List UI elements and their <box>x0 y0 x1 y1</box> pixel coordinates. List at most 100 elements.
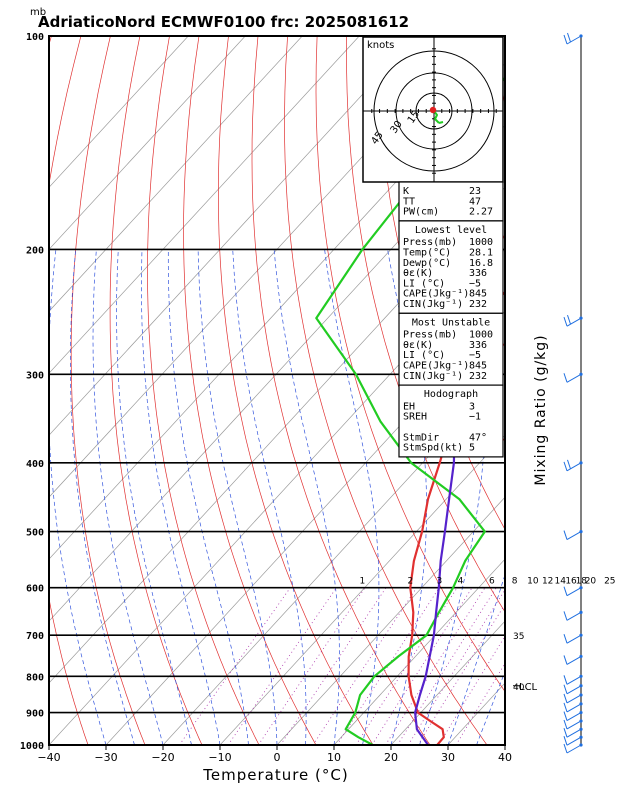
index-label: Press(mb) <box>403 330 457 341</box>
moist-adiabat <box>232 249 307 745</box>
pressure-tick-label: 600 <box>26 584 44 595</box>
indices-section-title: Hodograph <box>424 389 478 400</box>
pressure-tick-label: 100 <box>26 32 44 43</box>
wind-barb-flag <box>563 611 568 621</box>
isotherm <box>49 36 360 374</box>
index-label: CAPE(Jkg⁻¹) <box>403 289 469 300</box>
wind-barb-flag <box>563 373 568 383</box>
mixing-ratio-label: 3 <box>437 577 443 587</box>
mixing-ratio-label: 1 <box>360 577 366 587</box>
dry-adiabat <box>147 36 260 745</box>
wind-barb-staff <box>566 728 582 738</box>
index-value: −5 <box>469 350 481 361</box>
wind-barb-flag <box>563 728 568 738</box>
wind-barb-flag <box>563 684 568 694</box>
index-label: CIN(Jkg⁻¹) <box>403 371 463 382</box>
wind-barb-flag <box>563 34 568 45</box>
wind-barb-flag <box>563 586 568 596</box>
wind-barb-staff <box>566 587 582 597</box>
wind-barb-flag <box>563 711 568 721</box>
dry-adiabat <box>70 36 146 745</box>
index-label: θε(K) <box>403 268 433 279</box>
moist-adiabat <box>197 249 278 745</box>
index-value: 1000 <box>469 237 493 248</box>
index-value: 47° <box>469 432 487 443</box>
wind-barb-flag <box>567 314 571 325</box>
x-tick-label: 40 <box>498 751 512 764</box>
pressure-tick-label: 500 <box>26 528 44 539</box>
mixing-ratio-label: 8 <box>512 577 518 587</box>
pressure-tick-label: 300 <box>26 370 44 381</box>
adiabat-label: 35 <box>513 632 524 642</box>
mixing-ratio-line <box>438 635 505 745</box>
wind-barb-flag <box>563 693 568 704</box>
storm-motion-marker <box>429 106 437 114</box>
index-label: StmDir <box>403 432 439 443</box>
moist-adiabat <box>324 249 380 745</box>
mixing-ratio-label: 14 <box>554 577 566 587</box>
dry-adiabat <box>284 36 488 745</box>
isotherm <box>49 36 246 250</box>
dry-adiabat <box>183 36 317 745</box>
x-tick-label: 0 <box>274 751 281 764</box>
wind-barb-flag <box>563 316 568 327</box>
index-label: PW(cm) <box>403 207 439 218</box>
index-label: LI (°C) <box>403 278 445 289</box>
mixing-ratio-line <box>312 587 418 745</box>
index-value: 845 <box>469 361 487 372</box>
index-label: LI (°C) <box>403 350 445 361</box>
index-label: CAPE(Jkg⁻¹) <box>403 361 469 372</box>
x-tick-label: −10 <box>208 751 231 764</box>
wind-barb-flag <box>563 743 568 754</box>
index-value: −1 <box>469 412 481 423</box>
isotherm <box>219 434 505 745</box>
x-tick-label: −30 <box>94 751 117 764</box>
indices-box <box>398 220 504 314</box>
mixing-ratio-label: 4 <box>458 577 464 587</box>
wind-barb-staff <box>566 675 582 685</box>
lcl-label: LCL <box>519 682 538 693</box>
isotherm <box>333 558 505 745</box>
index-label: StmSpd(kt) <box>403 443 463 454</box>
index-label: Temp(°C) <box>403 248 451 259</box>
pressure-tick-label: 400 <box>26 459 44 470</box>
thermo-grid <box>49 36 618 745</box>
mixing-ratio-label: 6 <box>489 577 495 587</box>
wind-barb-staff <box>566 712 582 721</box>
isotherm <box>562 36 618 745</box>
hodograph-trace <box>438 121 444 124</box>
moist-adiabat <box>504 744 505 745</box>
index-label: EH <box>403 401 415 412</box>
index-label: TT <box>403 196 415 207</box>
indices-box <box>398 384 504 458</box>
adiabat-label: 40 <box>513 683 525 693</box>
index-value: −5 <box>469 278 481 289</box>
index-value: 336 <box>469 340 487 351</box>
wind-barb-flag <box>563 530 568 540</box>
wind-barb-staff <box>566 694 582 704</box>
x-tick-label: −40 <box>37 751 60 764</box>
moist-adiabat <box>49 249 107 745</box>
wind-barb-staff <box>566 744 582 754</box>
wind-barb-staff <box>566 317 582 327</box>
x-tick-label: 10 <box>327 751 341 764</box>
dry-adiabat <box>251 36 431 745</box>
mixing-ratio-line <box>227 587 337 745</box>
x-axis-label: Temperature (°C) <box>202 766 348 784</box>
dewpoint-profile <box>315 76 505 745</box>
wind-barb-staff <box>566 703 582 713</box>
moist-adiabat <box>116 249 192 745</box>
mixing-ratio-label: 16 <box>565 577 577 587</box>
mixing-ratio-line <box>179 587 291 745</box>
x-tick-label: −20 <box>151 751 174 764</box>
index-value: 47 <box>469 196 481 207</box>
index-value: 28.1 <box>469 248 493 259</box>
chart-title: AdriaticoNord ECMWF0100 frc: 2025081612 <box>38 13 409 31</box>
hodograph-units: knots <box>367 40 394 51</box>
moist-adiabat <box>92 249 164 745</box>
wind-barb-staff <box>566 634 582 644</box>
index-value: 3 <box>469 401 475 412</box>
